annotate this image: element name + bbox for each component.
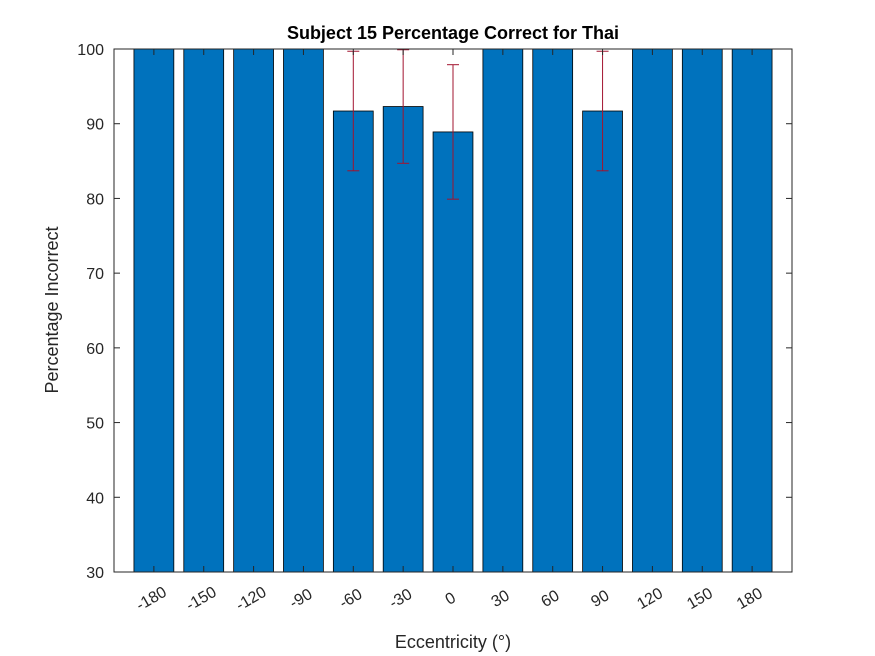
y-tick-label: 90 bbox=[86, 117, 104, 134]
bars-group bbox=[133, 48, 773, 573]
y-axis: 30 40 50 60 70 80 90 100 bbox=[77, 42, 792, 582]
bar-150 bbox=[681, 48, 723, 573]
bar-0 bbox=[432, 131, 474, 573]
y-tick-label: 30 bbox=[86, 565, 104, 582]
y-tick-label: 40 bbox=[86, 490, 104, 507]
bar--180 bbox=[133, 48, 175, 573]
y-tick-label: 60 bbox=[86, 341, 104, 358]
errorbars-group bbox=[347, 49, 609, 200]
x-tick-label: 90 bbox=[588, 587, 612, 611]
x-tick-label: 60 bbox=[538, 587, 562, 611]
errorbar-0 bbox=[447, 64, 459, 200]
bar-90 bbox=[582, 110, 623, 573]
bar--120 bbox=[233, 48, 274, 573]
y-tick-label: 100 bbox=[77, 42, 104, 59]
bar-180 bbox=[731, 48, 773, 573]
bar--30 bbox=[382, 106, 424, 573]
bar--150 bbox=[183, 48, 225, 573]
x-tick-label: 30 bbox=[489, 587, 513, 611]
chart-title: Subject 15 Percentage Correct for Thai bbox=[287, 23, 619, 43]
bar-60 bbox=[532, 48, 574, 573]
y-axis-label: Percentage Incorrect bbox=[42, 226, 62, 393]
bar-30 bbox=[482, 48, 524, 573]
y-tick-label: 80 bbox=[86, 191, 104, 208]
bar--60 bbox=[332, 110, 374, 573]
y-tick-label: 70 bbox=[86, 266, 104, 283]
bar-120 bbox=[632, 48, 673, 573]
bar--90 bbox=[283, 48, 324, 573]
x-axis-label: Eccentricity (°) bbox=[395, 632, 511, 652]
y-tick-label: 50 bbox=[86, 416, 104, 433]
